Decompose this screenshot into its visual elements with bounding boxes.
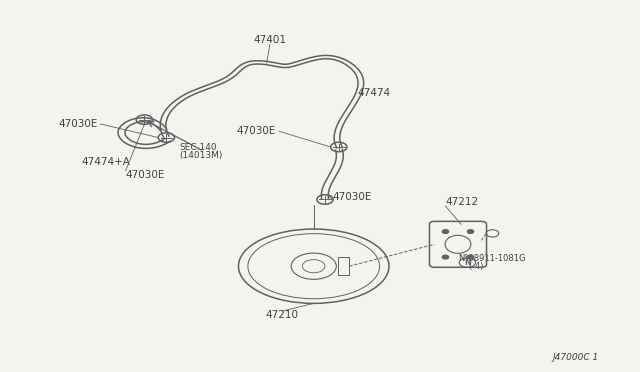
Text: 47210: 47210 [266,310,299,320]
Text: 47474+A: 47474+A [82,157,131,167]
Text: N: N [464,258,470,267]
Circle shape [442,255,449,259]
Circle shape [467,255,474,259]
Text: (14013M): (14013M) [179,151,222,160]
Bar [338,257,349,275]
Text: 47401: 47401 [253,35,286,45]
Text: 47212: 47212 [445,198,479,208]
Text: 47030E: 47030E [125,170,165,180]
Text: N°08911-1081G: N°08911-1081G [458,254,525,263]
Circle shape [442,230,449,233]
Text: 47030E: 47030E [237,126,276,136]
Circle shape [467,230,474,233]
Text: 47030E: 47030E [333,192,372,202]
Text: ( 4): ( 4) [469,262,484,271]
Text: 47474: 47474 [358,88,391,98]
Text: SEC.140: SEC.140 [179,143,216,152]
Text: J47000C 1: J47000C 1 [552,353,598,362]
Text: 47030E: 47030E [58,119,97,129]
